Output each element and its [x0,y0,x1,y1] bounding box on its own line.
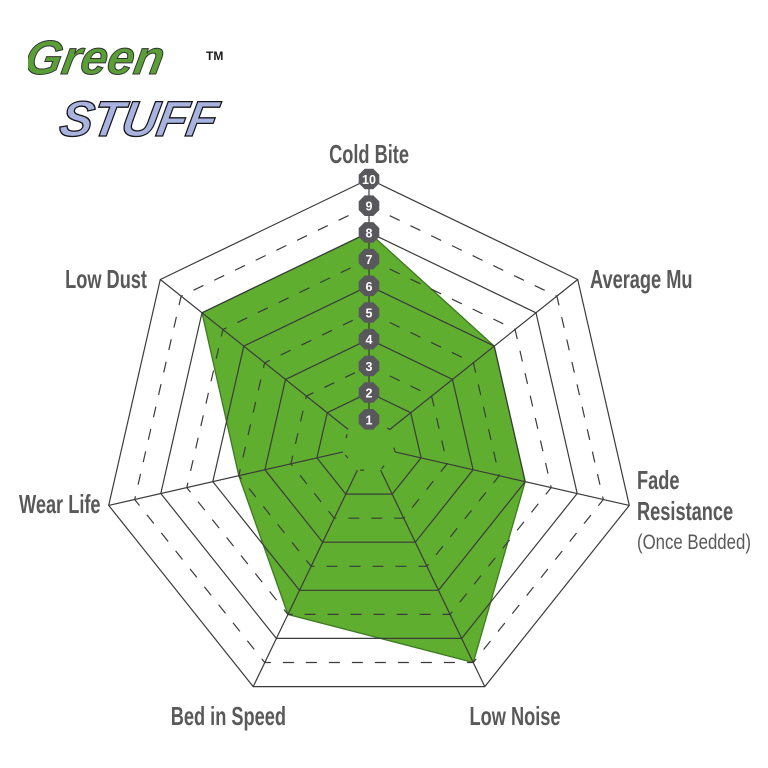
svg-text:10: 10 [362,173,376,187]
svg-text:4: 4 [366,333,373,347]
svg-text:6: 6 [366,280,373,294]
svg-text:1: 1 [366,413,373,427]
svg-text:Green: Green [28,32,169,85]
svg-text:8: 8 [366,226,373,240]
svg-text:TM: TM [206,49,223,63]
svg-text:7: 7 [366,253,373,267]
svg-text:3: 3 [366,360,373,374]
svg-text:9: 9 [366,200,373,214]
svg-text:5: 5 [366,307,373,321]
svg-text:2: 2 [366,387,373,401]
svg-text:STUFF: STUFF [56,90,224,147]
